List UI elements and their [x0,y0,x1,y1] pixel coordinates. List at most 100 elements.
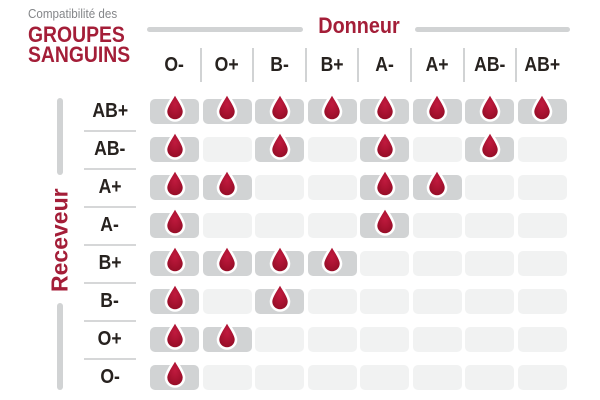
incompatible-cell-o-neg-from-b-pos [307,365,357,390]
incompatible-cell-b-pos-from-ab-pos [517,251,567,276]
donor-rule-left [147,27,303,32]
donor-column-headers: O- O+ B- B+ A- A+ AB- AB+ [150,46,568,84]
incompatible-cell-ab-neg-from-o-pos [202,137,252,162]
donor-column-header-b-pos: B+ [308,46,360,84]
title-line-2: SANGUINS [28,42,131,67]
donor-column-label: B- [270,53,289,76]
incompatible-cell-o-pos-from-a-neg [360,327,410,352]
donor-column-header-o-neg: O- [150,46,202,84]
incompatible-cell-a-pos-from-ab-neg [465,175,515,200]
receiver-row-header-o-neg: O- [83,365,137,390]
receiver-row-label: AB+ [92,100,128,122]
receiver-row-label: B+ [98,252,122,274]
incompatible-cell-a-neg-from-b-pos [307,213,357,238]
incompatible-cell-o-neg-from-b-neg [255,365,305,390]
donor-column-header-a-neg: A- [360,46,413,84]
compatible-cell-ab-neg-from-o-neg [150,129,199,162]
incompatible-cell-o-neg-from-a-neg [360,365,410,390]
compatible-cell-b-neg-from-b-neg [255,281,305,314]
incompatible-cell-b-neg-from-ab-pos [517,289,567,314]
receiver-row-header-o-pos: O+ [83,327,137,360]
compatible-cell-ab-pos-from-ab-neg [465,91,515,124]
donor-column-header-ab-neg: AB- [465,46,518,84]
blood-drop-icon [374,91,396,122]
blood-drop-icon [269,243,290,274]
blood-drop-icon [164,281,185,312]
blood-drop-icon [479,91,501,122]
incompatible-cell-a-pos-from-ab-pos [517,175,567,200]
incompatible-cell-o-neg-from-o-pos [202,365,252,390]
compatibility-matrix [150,91,567,390]
title-line-1: GROUPES [28,22,125,47]
receiver-row-header-a-neg: A- [83,213,137,246]
incompatible-cell-o-pos-from-b-neg [255,327,305,352]
donor-axis-label: Donneur [318,13,400,38]
receiver-row-header-ab-neg: AB- [83,137,137,170]
compatible-cell-a-pos-from-o-pos [202,167,252,200]
compatible-cell-ab-neg-from-a-neg [360,129,410,162]
donor-column-header-b-neg: B- [255,46,307,84]
blood-drop-icon [164,205,185,236]
receiver-row-label: A+ [98,176,122,198]
compatible-cell-b-neg-from-o-neg [150,281,199,314]
receiver-row-label: B- [100,290,120,312]
compatible-cell-ab-pos-from-o-pos [202,91,252,124]
blood-drop-icon [321,243,343,274]
blood-drop-icon [164,319,185,350]
receiver-row-header-b-pos: B+ [83,251,137,284]
receiver-row-label: AB- [94,138,126,160]
incompatible-cell-ab-neg-from-a-pos [412,137,462,162]
receiver-row-header-a-pos: A+ [83,175,137,208]
donor-column-label: O+ [215,53,240,76]
incompatible-cell-o-pos-from-ab-pos [517,327,567,352]
incompatible-cell-b-neg-from-ab-neg [465,289,515,314]
compatible-cell-a-pos-from-a-pos [412,167,462,200]
compatible-cell-b-pos-from-b-pos [307,243,357,276]
incompatible-cell-o-pos-from-b-pos [307,327,357,352]
chart-title: Compatibilité des GROUPES SANGUINS [28,7,144,67]
donor-rule-right [415,27,570,32]
donor-column-label: AB+ [524,53,561,76]
incompatible-cell-b-pos-from-a-pos [412,251,462,276]
receiver-rule-top [57,98,63,175]
compatible-cell-ab-neg-from-b-neg [255,129,305,162]
incompatible-cell-ab-neg-from-b-pos [307,137,357,162]
compatible-cell-a-pos-from-o-neg [150,167,199,200]
blood-drop-icon [216,167,238,198]
blood-drop-icon [269,129,290,160]
incompatible-cell-a-neg-from-b-neg [255,213,305,238]
title-kicker: Compatibilité des [28,7,118,21]
incompatible-cell-o-neg-from-ab-neg [465,365,515,390]
compatible-cell-b-pos-from-o-pos [202,243,252,276]
blood-drop-icon [216,91,238,122]
donor-column-label: AB- [474,53,506,76]
compatible-cell-o-pos-from-o-pos [202,319,252,352]
donor-column-label: B+ [320,53,344,76]
donor-column-label: A- [375,53,395,76]
compatible-cell-ab-pos-from-b-pos [307,91,357,124]
receiver-rule-bottom [57,303,63,390]
receiver-row-labels: AB+ AB- A+ A- B+ B- O+ O- [83,99,137,390]
blood-drop-icon [479,129,501,160]
compatible-cell-ab-pos-from-b-neg [255,91,305,124]
donor-column-header-a-pos: A+ [413,46,465,84]
incompatible-cell-o-neg-from-ab-pos [517,365,567,390]
incompatible-cell-o-pos-from-a-pos [412,327,462,352]
blood-drop-icon [374,205,396,236]
receiver-row-label: O+ [98,328,122,350]
incompatible-cell-a-neg-from-o-pos [202,213,252,238]
compatible-cell-o-neg-from-o-neg [150,357,199,390]
incompatible-cell-o-pos-from-ab-neg [465,327,515,352]
incompatible-cell-b-neg-from-a-pos [412,289,462,314]
receiver-axis-label: Receveur [46,188,73,292]
blood-drop-icon [164,91,185,122]
blood-drop-icon [427,167,448,198]
compatible-cell-b-pos-from-b-neg [255,243,305,276]
incompatible-cell-b-neg-from-o-pos [202,289,252,314]
blood-drop-icon [374,167,396,198]
incompatible-cell-ab-neg-from-ab-pos [517,137,567,162]
incompatible-cell-b-neg-from-a-neg [360,289,410,314]
compatible-cell-ab-neg-from-ab-neg [465,129,515,162]
compatible-cell-a-pos-from-a-neg [360,167,410,200]
receiver-row-label: A- [100,214,120,236]
